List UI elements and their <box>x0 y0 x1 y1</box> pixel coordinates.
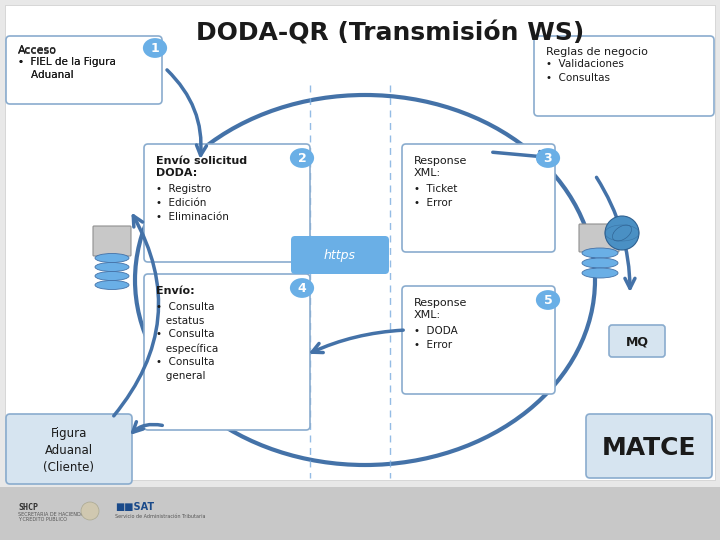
Ellipse shape <box>95 280 129 289</box>
Text: Figura
Aduanal
(Cliente): Figura Aduanal (Cliente) <box>43 427 94 474</box>
Text: 3: 3 <box>544 152 552 165</box>
Ellipse shape <box>290 148 314 168</box>
Text: Reglas de negocio: Reglas de negocio <box>546 47 648 57</box>
Ellipse shape <box>95 262 129 272</box>
Text: ■■SAT: ■■SAT <box>115 502 154 512</box>
Ellipse shape <box>95 253 129 262</box>
Text: Envío:: Envío: <box>156 286 194 296</box>
FancyBboxPatch shape <box>6 36 162 104</box>
Text: https: https <box>324 248 356 261</box>
Text: 1: 1 <box>150 42 159 55</box>
Text: •  Validaciones
•  Consultas: • Validaciones • Consultas <box>546 59 624 83</box>
Text: 5: 5 <box>544 294 552 307</box>
Ellipse shape <box>143 38 167 58</box>
FancyBboxPatch shape <box>144 274 310 430</box>
Text: SHCP: SHCP <box>18 503 38 511</box>
Ellipse shape <box>95 272 129 280</box>
FancyBboxPatch shape <box>579 224 619 252</box>
Circle shape <box>605 216 639 250</box>
FancyBboxPatch shape <box>144 144 310 262</box>
Ellipse shape <box>290 278 314 298</box>
FancyBboxPatch shape <box>93 226 131 256</box>
Ellipse shape <box>582 258 618 268</box>
FancyBboxPatch shape <box>0 487 720 540</box>
Text: Response
XML:: Response XML: <box>414 298 467 320</box>
Ellipse shape <box>536 148 560 168</box>
Text: Acceso: Acceso <box>18 45 57 55</box>
Text: •  Registro
•  Edición
•  Eliminación: • Registro • Edición • Eliminación <box>156 184 229 222</box>
FancyBboxPatch shape <box>291 236 389 274</box>
Text: •  DODA
•  Error: • DODA • Error <box>414 326 458 350</box>
Ellipse shape <box>536 290 560 310</box>
Text: •  Ticket
•  Error: • Ticket • Error <box>414 184 457 208</box>
Circle shape <box>81 502 99 520</box>
FancyBboxPatch shape <box>534 36 714 116</box>
Ellipse shape <box>582 248 618 258</box>
Text: MQ: MQ <box>626 335 649 348</box>
Text: Response
XML:: Response XML: <box>414 156 467 178</box>
Text: •  FIEL de la Figura
    Aduanal: • FIEL de la Figura Aduanal <box>18 57 116 80</box>
Text: Acceso: Acceso <box>18 46 57 56</box>
FancyBboxPatch shape <box>402 144 555 252</box>
Text: Envío solicitud
DODA:: Envío solicitud DODA: <box>156 156 247 178</box>
FancyBboxPatch shape <box>5 5 715 480</box>
Ellipse shape <box>582 268 618 278</box>
Text: •  FIEL de la Figura
    Aduanal: • FIEL de la Figura Aduanal <box>18 57 116 80</box>
Text: •  Consulta
   estatus
•  Consulta
   específica
•  Consulta
   general: • Consulta estatus • Consulta específica… <box>156 302 218 381</box>
Text: MATCE: MATCE <box>602 436 696 460</box>
Text: DODA-QR (Transmisión WS): DODA-QR (Transmisión WS) <box>196 22 584 46</box>
Text: Servicio de Administración Tributaria: Servicio de Administración Tributaria <box>115 515 205 519</box>
Text: 4: 4 <box>297 281 307 294</box>
Text: SECRETARIA DE HACIENDA
Y CREDITO PUBLICO: SECRETARIA DE HACIENDA Y CREDITO PUBLICO <box>18 511 84 522</box>
FancyBboxPatch shape <box>586 414 712 478</box>
FancyBboxPatch shape <box>609 325 665 357</box>
Text: 2: 2 <box>297 152 307 165</box>
FancyBboxPatch shape <box>6 414 132 484</box>
FancyBboxPatch shape <box>402 286 555 394</box>
